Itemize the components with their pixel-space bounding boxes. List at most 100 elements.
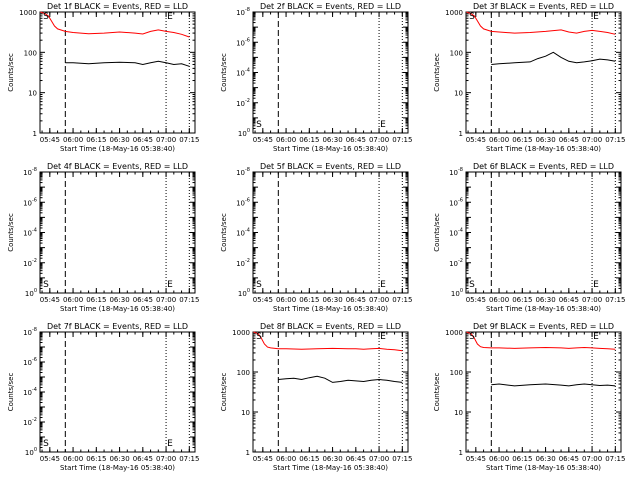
x-tick-label: 05:45 <box>40 455 60 463</box>
x-tick-label: 06:15 <box>512 136 532 144</box>
plot-frame <box>39 331 196 453</box>
x-tick-label: 06:45 <box>133 136 153 144</box>
panel-det-1: Det 1f BLACK = Events, RED = LLD 1 10 100 10… <box>7 2 199 153</box>
x-tick-label: 06:00 <box>63 296 83 304</box>
x-tick-label: 06:30 <box>109 296 129 304</box>
lld-series-line <box>466 11 616 35</box>
y-tick-label: 100 <box>24 49 37 57</box>
x-tick-label: 06:15 <box>86 296 106 304</box>
x-tick-label: 06:15 <box>299 136 319 144</box>
x-tick-label: 06:00 <box>276 136 296 144</box>
y-tick-label: 10-6 <box>236 37 250 47</box>
y-tick-label: 10-2 <box>23 258 37 268</box>
y-tick-label: 10-6 <box>23 197 37 207</box>
y-tick-label: 10-2 <box>236 98 250 108</box>
x-tick-label: 07:15 <box>179 455 199 463</box>
y-tick-label: 100 <box>451 288 463 298</box>
panel-title: Det 1f BLACK = Events, RED = LLD <box>47 2 188 11</box>
panel-det-3: Det 3f BLACK = Events, RED = LLD 1 10 100 10… <box>433 2 625 153</box>
time-marker-label: E <box>167 439 173 449</box>
x-tick-label: 07:15 <box>392 296 412 304</box>
y-axis-label: Counts/sec <box>7 53 15 92</box>
y-axis-label: Counts/sec <box>220 53 228 92</box>
x-tick-label: 06:45 <box>133 455 153 463</box>
y-tick-label: 10-4 <box>236 228 250 238</box>
x-tick-label: 07:00 <box>156 455 176 463</box>
panel-title: Det 3f BLACK = Events, RED = LLD <box>473 2 614 11</box>
plot-frame <box>465 171 622 294</box>
x-tick-label: 06:45 <box>559 455 579 463</box>
time-marker-label: E <box>593 12 599 22</box>
x-tick-label: 06:45 <box>346 296 366 304</box>
panel-det-7: Det 7f BLACK = Events, RED = LLD 100 10-2 1… <box>7 322 199 472</box>
y-tick-label: 10-8 <box>23 167 37 177</box>
y-tick-label: 10-2 <box>23 417 37 427</box>
lld-series-line <box>40 11 190 38</box>
x-tick-label: 06:30 <box>535 455 555 463</box>
y-axis-label: Counts/sec <box>433 53 441 92</box>
time-marker-label: S <box>256 120 262 130</box>
panel-det-4: Det 4f BLACK = Events, RED = LLD 100 10-2 1… <box>7 162 199 313</box>
x-tick-label: 05:45 <box>466 136 486 144</box>
x-axis-label: Start Time (18-May-16 05:38:40) <box>486 305 601 313</box>
panel-det-8: Det 8f BLACK = Events, RED = LLD 1 10 100 10… <box>220 322 412 472</box>
time-marker-label: E <box>167 12 173 22</box>
y-tick-label: 10-4 <box>23 387 37 397</box>
y-tick-label: 100 <box>238 288 250 298</box>
time-marker-label: E <box>380 280 386 290</box>
time-marker-label: S <box>43 439 49 449</box>
x-tick-label: 05:45 <box>253 455 273 463</box>
time-marker-label: S <box>43 280 49 290</box>
y-tick-label: 100 <box>450 369 463 377</box>
x-axis-label: Start Time (18-May-16 05:38:40) <box>486 464 601 472</box>
y-tick-label: 10-6 <box>23 357 37 367</box>
panel-title: Det 8f BLACK = Events, RED = LLD <box>260 322 401 331</box>
y-axis-label: Counts/sec <box>7 373 15 412</box>
y-tick-label: 10-2 <box>236 258 250 268</box>
y-tick-label: 10 <box>454 90 463 98</box>
y-axis-label: Counts/sec <box>220 373 228 412</box>
x-axis-label: Start Time (18-May-16 05:38:40) <box>273 464 388 472</box>
x-tick-label: 07:15 <box>605 136 625 144</box>
x-tick-label: 06:30 <box>322 296 342 304</box>
events-series-line <box>491 383 616 387</box>
plot-frame <box>465 11 622 134</box>
x-tick-label: 06:30 <box>535 136 555 144</box>
y-tick-label: 10-8 <box>449 167 463 177</box>
panel-title: Det 5f BLACK = Events, RED = LLD <box>260 162 401 171</box>
x-tick-label: 06:00 <box>489 136 509 144</box>
x-tick-label: 06:45 <box>133 296 153 304</box>
plot-frame <box>39 171 196 294</box>
x-tick-label: 06:15 <box>512 455 532 463</box>
x-tick-label: 07:00 <box>582 136 602 144</box>
panel-title: Det 7f BLACK = Events, RED = LLD <box>47 322 188 331</box>
x-axis-label: Start Time (18-May-16 05:38:40) <box>60 305 175 313</box>
time-marker-label: E <box>593 280 599 290</box>
x-axis-label: Start Time (18-May-16 05:38:40) <box>60 145 175 153</box>
y-tick-label: 1000 <box>19 9 37 17</box>
x-tick-label: 07:00 <box>369 296 389 304</box>
x-tick-label: 05:45 <box>40 136 60 144</box>
x-tick-label: 06:00 <box>276 296 296 304</box>
panel-title: Det 6f BLACK = Events, RED = LLD <box>473 162 614 171</box>
plot-frame <box>252 11 409 134</box>
x-tick-label: 06:00 <box>489 455 509 463</box>
x-tick-label: 06:45 <box>346 136 366 144</box>
y-tick-label: 1 <box>246 449 250 457</box>
time-marker-label: E <box>167 280 173 290</box>
lld-series-line <box>466 331 616 350</box>
x-tick-label: 07:15 <box>605 455 625 463</box>
x-tick-label: 06:45 <box>346 455 366 463</box>
panel-det-9: Det 9f BLACK = Events, RED = LLD 1 10 100 10… <box>433 322 625 472</box>
panel-det-2: Det 2f BLACK = Events, RED = LLD 100 10-2 1… <box>220 2 412 153</box>
x-tick-label: 06:15 <box>299 455 319 463</box>
y-tick-label: 1 <box>459 130 463 138</box>
y-axis-label: Counts/sec <box>220 213 228 252</box>
panel-det-6: Det 6f BLACK = Events, RED = LLD 100 10-2 1… <box>433 162 625 313</box>
y-axis-label: Counts/sec <box>433 213 441 252</box>
lld-series-line <box>253 331 403 352</box>
y-tick-label: 10-4 <box>23 228 37 238</box>
plot-frame <box>252 331 409 453</box>
plot-frame <box>252 171 409 294</box>
